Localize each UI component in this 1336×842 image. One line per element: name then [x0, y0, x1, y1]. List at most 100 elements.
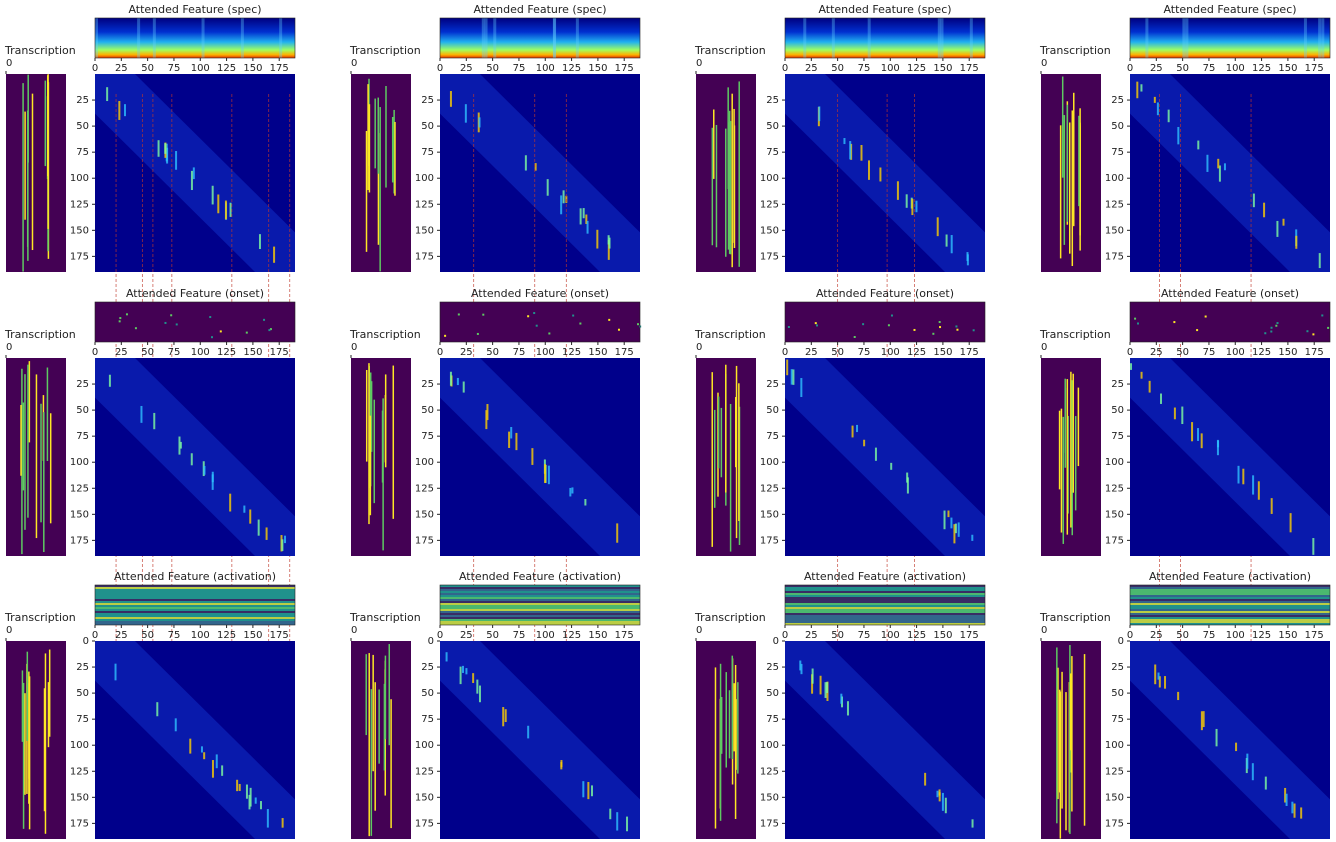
attention-peak [153, 412, 156, 430]
activation-row [785, 605, 985, 607]
spec-onset [1318, 18, 1322, 58]
x-tick-label: 175 [270, 347, 289, 358]
attention-peak [245, 784, 248, 799]
attention-peak [811, 674, 814, 694]
attention-peak [1270, 498, 1273, 514]
spec-onset [1321, 18, 1325, 58]
y-tick-label: 75 [421, 431, 434, 442]
feature-frame [94, 301, 296, 343]
onset-dot [170, 314, 173, 317]
feature-frame [94, 17, 296, 59]
y-tick-label: 50 [76, 688, 89, 699]
y-tick-label: 175 [760, 818, 779, 829]
transcription-map [351, 74, 411, 272]
transcription-note [1060, 408, 1063, 533]
attention-peak [608, 237, 611, 249]
y-tick-label: 0 [773, 636, 779, 647]
onset-dot [134, 327, 137, 330]
attention-peak [462, 381, 465, 393]
attention-peak [856, 424, 859, 433]
attention-peak [175, 151, 178, 170]
transcription-note [729, 121, 732, 255]
spec-onset [552, 18, 556, 58]
y-tick-label: 150 [415, 225, 434, 236]
attention-peak [445, 652, 448, 662]
onset-dot [608, 318, 611, 321]
transcription-note [372, 654, 374, 772]
transcription-note [1077, 387, 1080, 467]
attention-peak [534, 163, 537, 171]
attention-peak [200, 746, 203, 753]
onset-dot [1270, 326, 1273, 329]
attention-peak [189, 738, 192, 754]
y-tick-label: 75 [1111, 714, 1124, 725]
transcription-map [6, 74, 66, 272]
transcription-note [735, 397, 737, 468]
attention-peak [1217, 440, 1220, 448]
attention-peak [867, 160, 870, 180]
onset-dot [119, 317, 122, 320]
activation-row [785, 597, 985, 599]
activation-row [1130, 591, 1330, 593]
transcription-note [35, 374, 38, 539]
transcription-note [733, 125, 736, 249]
transcription-note [365, 369, 368, 462]
attention-peak [874, 447, 877, 461]
y-tick-label: 0 [696, 58, 702, 69]
attention-peak [945, 234, 948, 247]
y-tick-label: 0 [1118, 636, 1124, 647]
onset-dot [890, 314, 893, 317]
attention-peak [174, 718, 177, 732]
x-tick-label: 150 [1278, 347, 1297, 358]
y-tick-label: 50 [1111, 688, 1124, 699]
transcription-note [720, 407, 723, 478]
activation-row [440, 621, 640, 623]
attention-peak [585, 214, 588, 224]
x-tick-label: 0 [1127, 63, 1133, 74]
spec-onset [484, 18, 488, 58]
attention-peak [800, 663, 803, 675]
x-tick-label: 150 [243, 63, 262, 74]
transcription-note [1059, 125, 1062, 259]
x-tick-label: 100 [536, 63, 555, 74]
transcription-note [393, 109, 395, 194]
attention-peak [1177, 126, 1180, 145]
attention-peak [273, 246, 276, 263]
transcription-note [22, 682, 25, 829]
activation-row [1130, 595, 1330, 597]
feature-title: Attended Feature (spec) [818, 3, 951, 16]
attention-peak [1181, 406, 1184, 425]
x-tick-label: 50 [1176, 63, 1189, 74]
x-tick-label: 125 [907, 347, 926, 358]
y-tick-label: 75 [76, 714, 89, 725]
attention-peak [860, 145, 863, 161]
x-tick-label: 0 [437, 347, 443, 358]
attention-peak [238, 783, 241, 791]
feature-title: Attended Feature (activation) [804, 570, 966, 583]
transcription-note [713, 109, 715, 179]
y-tick-label: 50 [421, 405, 434, 416]
attention-peak [1293, 803, 1296, 818]
y-tick-label: 150 [70, 225, 89, 236]
feature-strip [440, 302, 640, 342]
transcription-note [374, 98, 376, 169]
transcription-note [24, 111, 26, 220]
feature-strip [95, 18, 295, 58]
x-tick-label: 0 [92, 630, 98, 641]
y-tick-label: 125 [415, 199, 434, 210]
attention-peak [584, 499, 587, 506]
transcription-note [368, 653, 370, 837]
attention-peak [906, 477, 909, 494]
activation-row [1130, 589, 1330, 591]
transcription-title: Transcription [694, 328, 766, 341]
attention-band [95, 641, 295, 839]
onset-dot [548, 332, 551, 335]
activation-row [440, 591, 640, 593]
onset-dot [164, 321, 167, 324]
attention-peak [947, 510, 950, 518]
y-tick-label: 0 [6, 625, 12, 636]
transcription-note [1083, 654, 1086, 826]
x-tick-label: 0 [92, 347, 98, 358]
x-tick-label: 175 [1305, 630, 1324, 641]
attention-band [1130, 74, 1330, 272]
